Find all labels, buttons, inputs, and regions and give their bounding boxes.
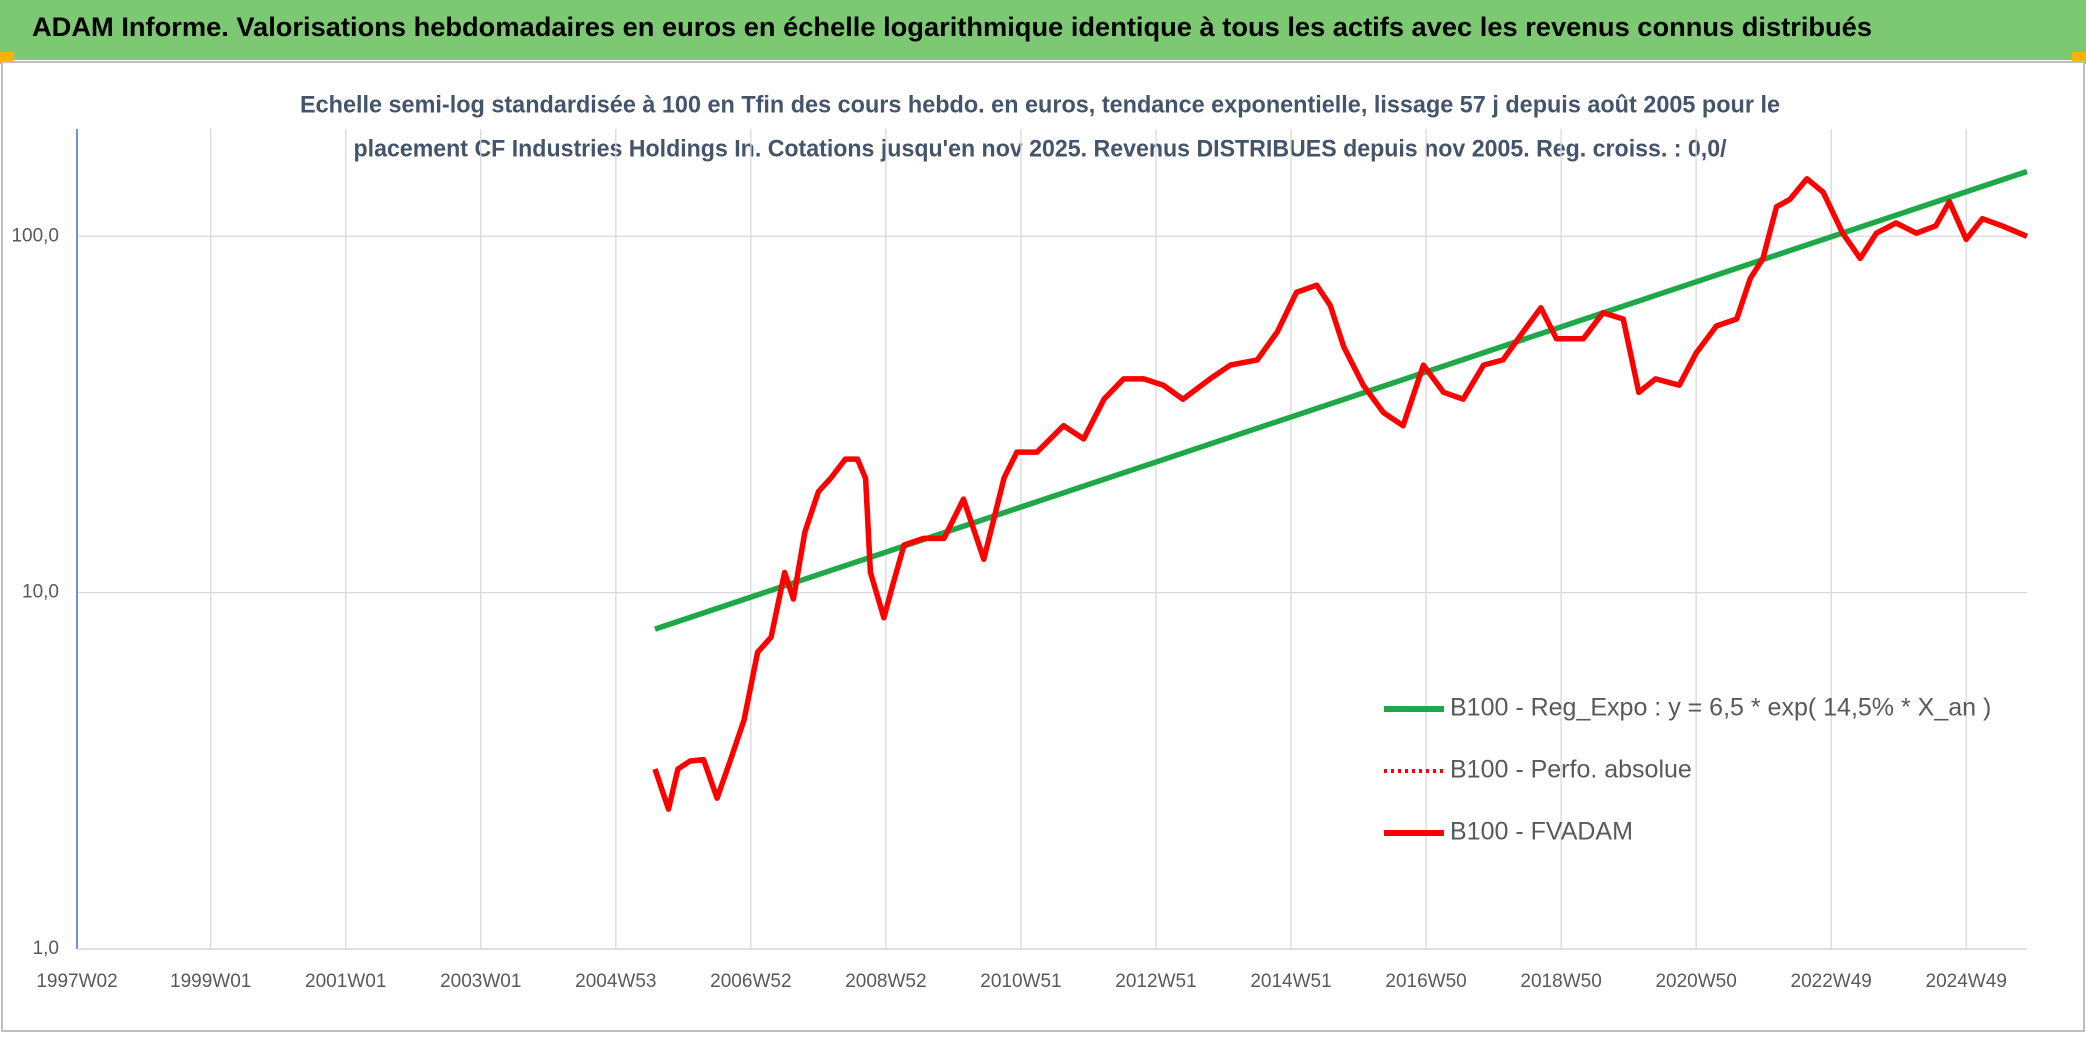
x-tick-label: 1997W02 [36,971,117,992]
x-tick-label: 2008W52 [845,971,926,992]
x-tick-label: 2016W50 [1385,971,1466,992]
series-line [652,176,2029,812]
y-tick-label: 1,0 [33,938,59,959]
plot: 1,0 10,0 100,0 1997W02 1999W01 2001W01 2003W01… [11,129,2029,992]
legend-label: B100 - Perfo. absolue [1450,756,1692,784]
y-tick-label: 100,0 [11,225,59,246]
legend-label: B100 - FVADAM [1450,818,1633,846]
chart-title: ADAM Informe. Valorisations hebdomadaire… [32,12,1872,42]
x-tick-label: 2003W01 [440,971,521,992]
x-tick-label: 2020W50 [1655,971,1736,992]
x-tick-label: 1999W01 [170,971,251,992]
x-tick-label: 2014W51 [1250,971,1331,992]
x-tick-label: 2006W52 [710,971,791,992]
x-tick-label: 2010W51 [980,971,1061,992]
series-line [654,168,2028,632]
subtitle: placement CF Industries Holdings In. Cot… [354,135,1727,162]
x-tick-label: 2004W53 [575,971,656,992]
x-tick-label: 2001W01 [305,971,386,992]
x-tick-label: 2022W49 [1791,971,1872,992]
x-tick-label: 2018W50 [1520,971,1601,992]
x-tick-label: 2024W49 [1926,971,2007,992]
subtitle: Echelle semi-log standardisée à 100 en T… [300,91,1780,118]
title-bar [0,0,2086,60]
x-tick-label: 2012W51 [1115,971,1196,992]
chart-frame [1,61,2085,1032]
y-tick-label: 10,0 [22,582,59,603]
legend-label: B100 - Reg_Expo : y = 6,5 * exp( 14,5% *… [1450,694,1991,722]
